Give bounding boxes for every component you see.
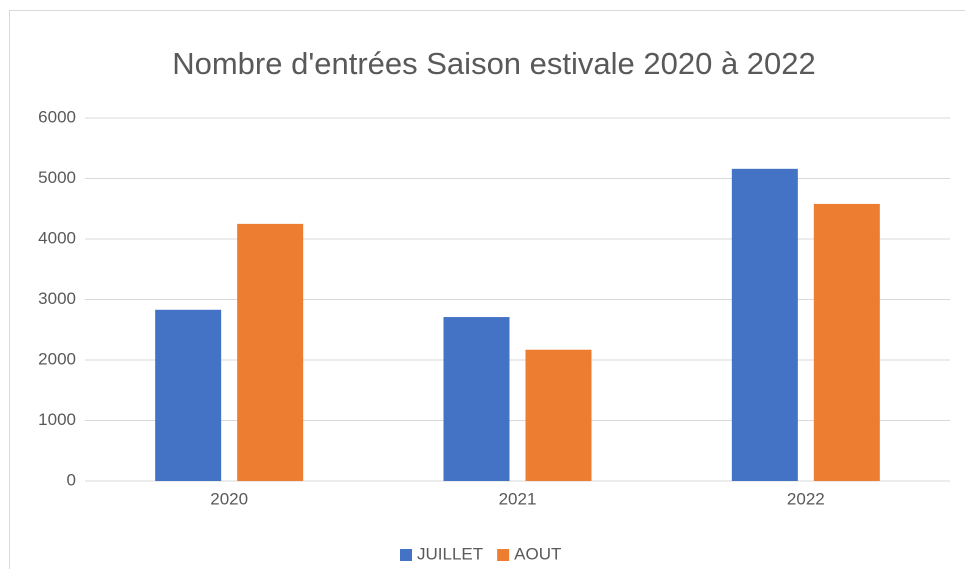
x-tick-label: 2021 — [499, 489, 537, 508]
y-tick-label: 3000 — [38, 289, 76, 308]
y-tick-label: 4000 — [38, 228, 76, 247]
legend-swatch — [497, 549, 510, 561]
bar — [155, 309, 222, 481]
y-tick-label: 0 — [67, 470, 76, 489]
bar — [813, 203, 880, 481]
bar — [443, 317, 510, 481]
y-tick-label: 2000 — [38, 349, 76, 368]
y-tick-label: 1000 — [38, 410, 76, 429]
x-tick-label: 2022 — [787, 489, 825, 508]
y-tick-label: 6000 — [38, 107, 76, 126]
bar — [237, 223, 304, 481]
y-tick-label: 5000 — [38, 168, 76, 187]
chart-title: Nombre d'entrées Saison estivale 2020 à … — [172, 46, 816, 81]
legend-label: JUILLET — [417, 544, 483, 563]
legend-label: AOUT — [514, 544, 561, 563]
legend-swatch — [400, 549, 412, 561]
bar — [731, 168, 798, 481]
x-tick-label: 2020 — [210, 489, 248, 508]
bar — [525, 349, 592, 481]
